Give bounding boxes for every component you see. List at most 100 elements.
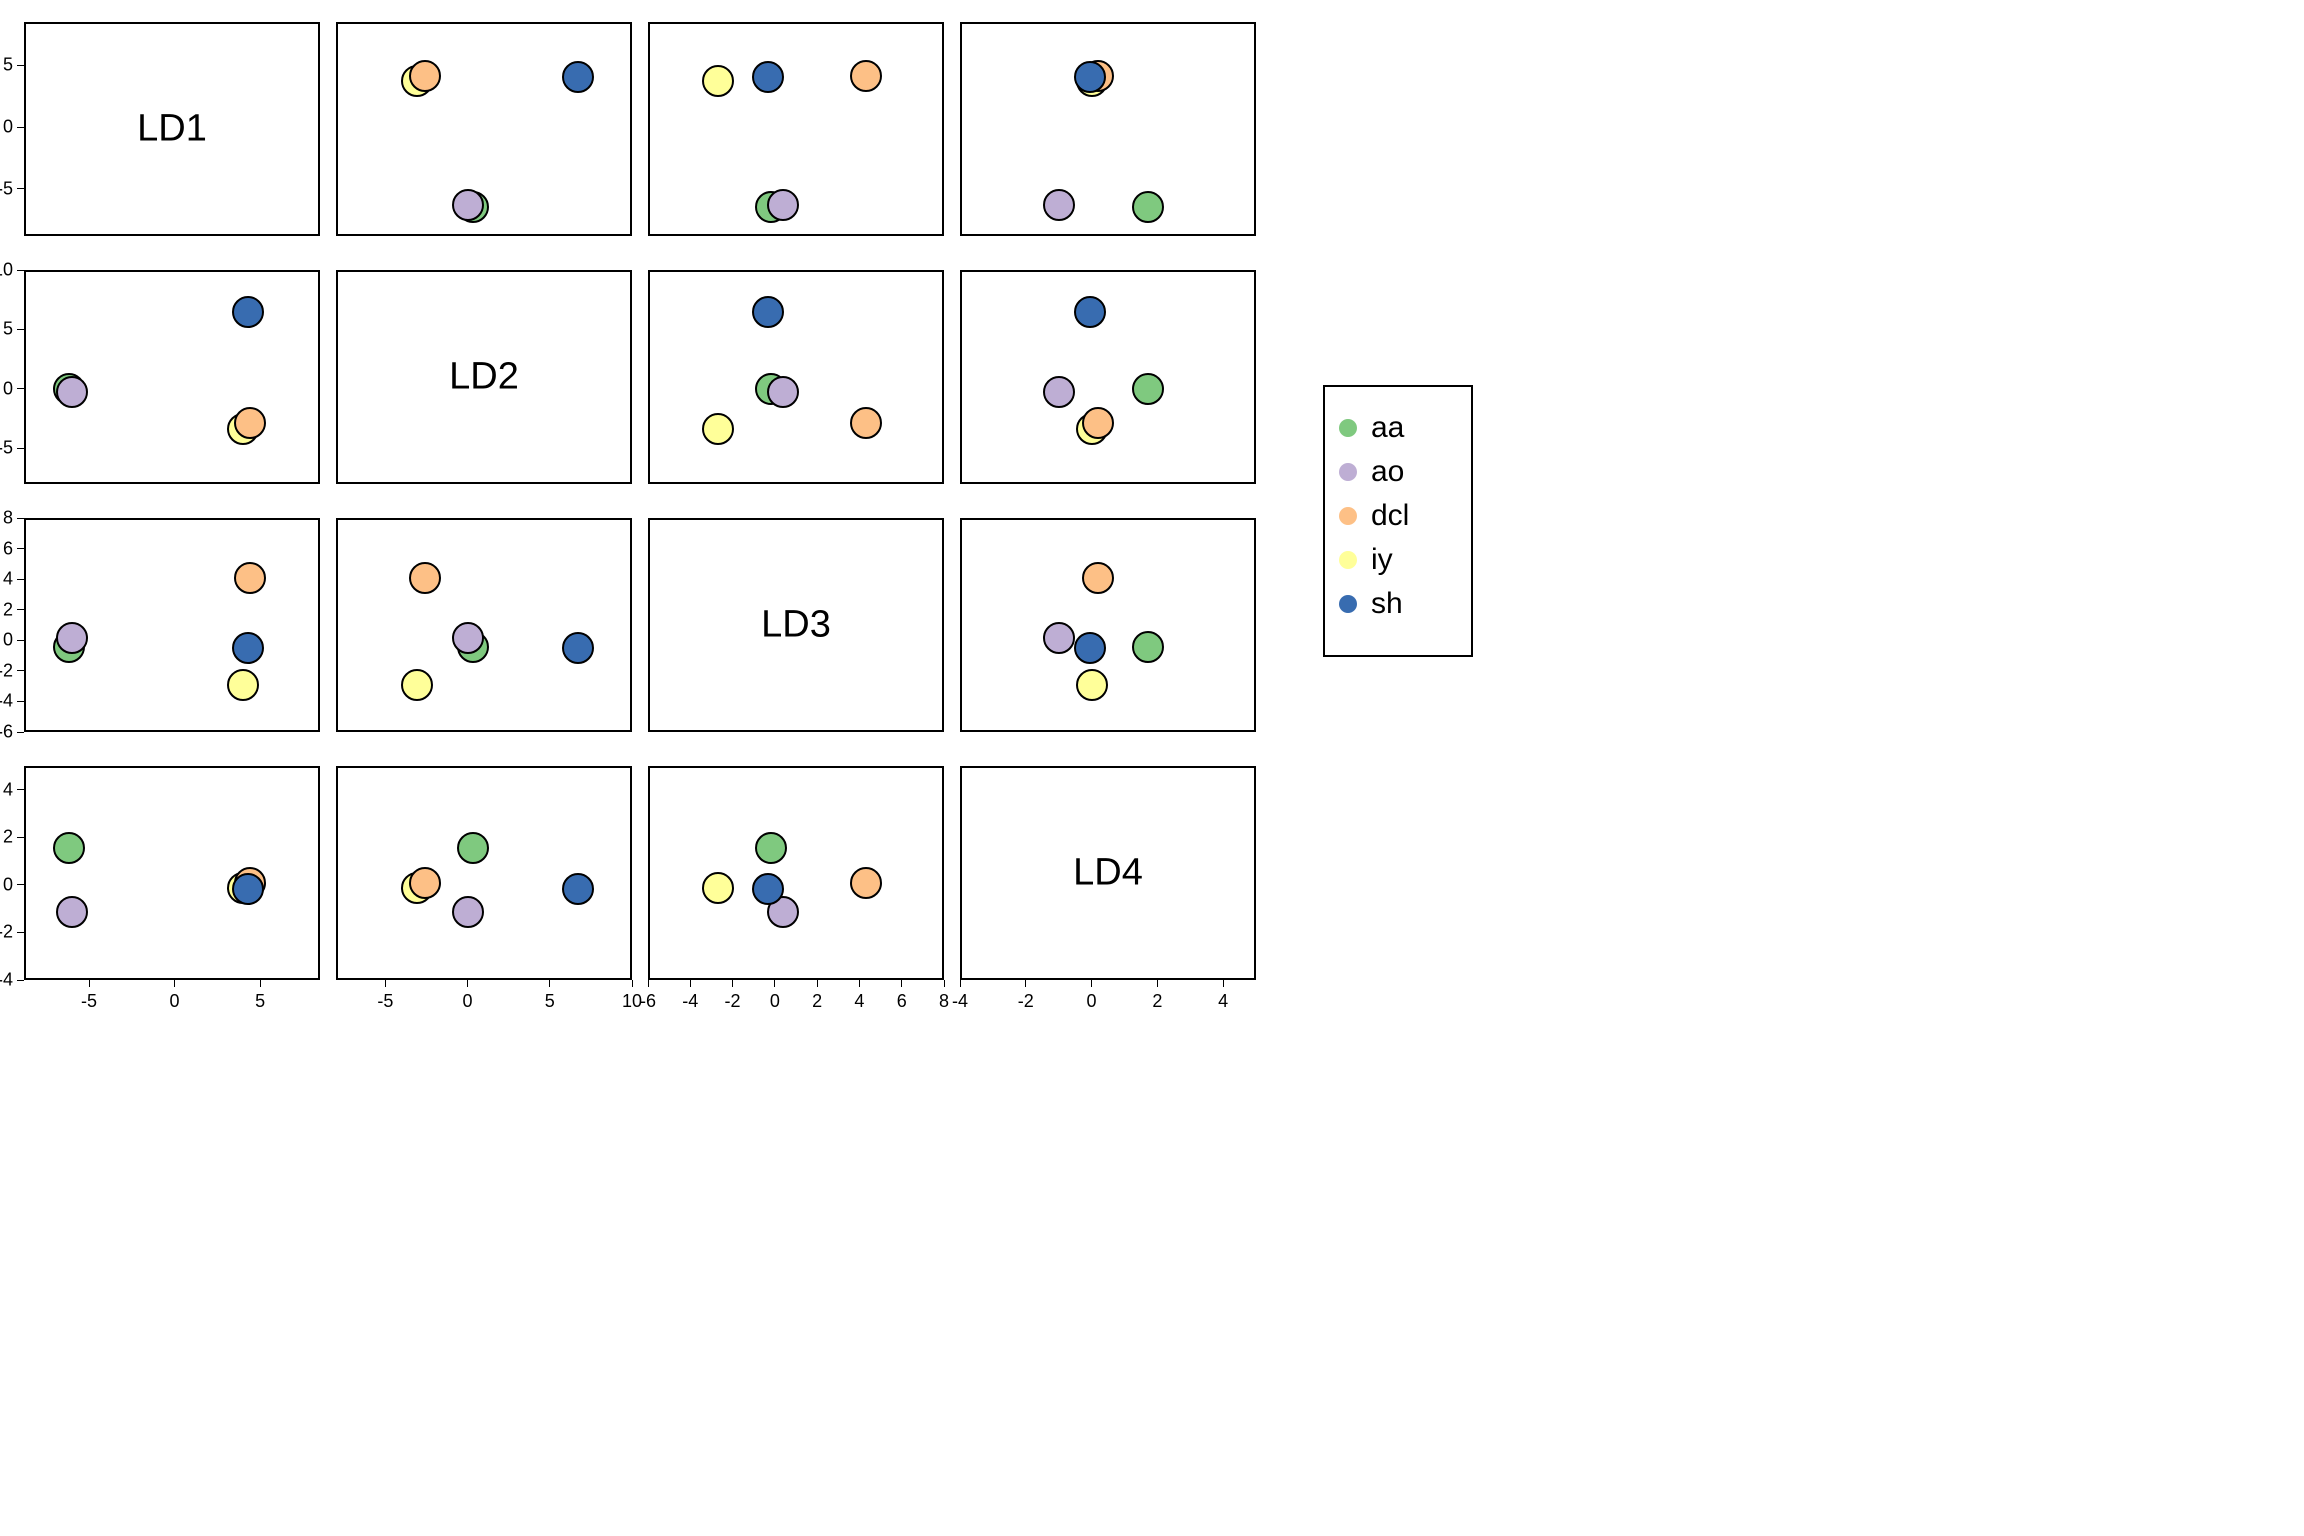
xtick-label: 5 bbox=[545, 991, 555, 1012]
ytick-label: 4 bbox=[3, 779, 13, 800]
ytick bbox=[17, 837, 24, 838]
xtick-label: 2 bbox=[1152, 991, 1162, 1012]
panel-LD2-LD4 bbox=[960, 270, 1256, 484]
panel-LD4-LD3 bbox=[648, 766, 944, 980]
xtick bbox=[1025, 980, 1026, 987]
point-dcl bbox=[234, 562, 266, 594]
xtick-label: 6 bbox=[897, 991, 907, 1012]
ytick bbox=[17, 518, 24, 519]
legend-item-ao: ao bbox=[1339, 455, 1453, 489]
point-dcl bbox=[1082, 562, 1114, 594]
point-ao bbox=[56, 896, 88, 928]
ytick bbox=[17, 609, 24, 610]
ytick-label: -6 bbox=[0, 722, 13, 743]
point-sh bbox=[1074, 296, 1106, 328]
xtick bbox=[774, 980, 775, 987]
panel-LD4-LD2 bbox=[336, 766, 632, 980]
panel-LD2-LD2: LD2 bbox=[336, 270, 632, 484]
ytick bbox=[17, 65, 24, 66]
point-sh bbox=[752, 296, 784, 328]
point-ao bbox=[1043, 376, 1075, 408]
xtick bbox=[632, 980, 633, 987]
xtick-label: 8 bbox=[939, 991, 949, 1012]
xtick-label: 4 bbox=[854, 991, 864, 1012]
ytick-label: 10 bbox=[0, 260, 13, 281]
point-ao bbox=[1043, 189, 1075, 221]
legend-item-iy: iy bbox=[1339, 543, 1453, 577]
ytick-label: -4 bbox=[0, 691, 13, 712]
ytick-label: -2 bbox=[0, 660, 13, 681]
ytick bbox=[17, 270, 24, 271]
ytick-label: 0 bbox=[3, 117, 13, 138]
ytick bbox=[17, 932, 24, 933]
xtick bbox=[648, 980, 649, 987]
ytick bbox=[17, 670, 24, 671]
xtick-label: -6 bbox=[640, 991, 656, 1012]
ytick-label: 0 bbox=[3, 378, 13, 399]
point-sh bbox=[1074, 61, 1106, 93]
point-aa bbox=[53, 832, 85, 864]
ytick-label: 8 bbox=[3, 508, 13, 529]
ytick bbox=[17, 701, 24, 702]
point-aa bbox=[1132, 373, 1164, 405]
point-sh bbox=[562, 873, 594, 905]
point-iy bbox=[702, 872, 734, 904]
xtick-label: 0 bbox=[463, 991, 473, 1012]
panel-LD1-LD4 bbox=[960, 22, 1256, 236]
xtick bbox=[89, 980, 90, 987]
ytick-label: -5 bbox=[0, 438, 13, 459]
xtick bbox=[260, 980, 261, 987]
legend-item-dcl: dcl bbox=[1339, 499, 1453, 533]
ytick-label: -5 bbox=[0, 178, 13, 199]
xtick-label: 0 bbox=[170, 991, 180, 1012]
ytick-label: 4 bbox=[3, 569, 13, 590]
xtick bbox=[944, 980, 945, 987]
xtick bbox=[385, 980, 386, 987]
point-sh bbox=[232, 632, 264, 664]
point-sh bbox=[1074, 632, 1106, 664]
ytick bbox=[17, 548, 24, 549]
xtick bbox=[1223, 980, 1224, 987]
ytick-label: 6 bbox=[3, 538, 13, 559]
xtick-label: -5 bbox=[81, 991, 97, 1012]
point-iy bbox=[1076, 669, 1108, 701]
point-iy bbox=[227, 669, 259, 701]
point-dcl bbox=[850, 60, 882, 92]
point-ao bbox=[767, 189, 799, 221]
ytick-label: 5 bbox=[3, 55, 13, 76]
ytick-label: 2 bbox=[3, 827, 13, 848]
xtick bbox=[549, 980, 550, 987]
point-sh bbox=[752, 873, 784, 905]
xtick-label: 0 bbox=[770, 991, 780, 1012]
point-dcl bbox=[850, 867, 882, 899]
legend-item-sh: sh bbox=[1339, 587, 1453, 621]
xtick-label: 0 bbox=[1087, 991, 1097, 1012]
xtick bbox=[901, 980, 902, 987]
point-sh bbox=[562, 632, 594, 664]
ytick bbox=[17, 884, 24, 885]
ytick bbox=[17, 448, 24, 449]
xtick bbox=[859, 980, 860, 987]
panel-LD3-LD1 bbox=[24, 518, 320, 732]
point-ao bbox=[452, 189, 484, 221]
ytick bbox=[17, 732, 24, 733]
xtick-label: 5 bbox=[255, 991, 265, 1012]
xtick-label: -4 bbox=[682, 991, 698, 1012]
legend-label-dcl: dcl bbox=[1371, 499, 1409, 533]
legend-swatch-aa bbox=[1339, 419, 1357, 437]
legend-label-ao: ao bbox=[1371, 455, 1404, 489]
point-sh bbox=[232, 873, 264, 905]
diag-label-LD4: LD4 bbox=[1073, 852, 1143, 895]
point-iy bbox=[702, 65, 734, 97]
xtick bbox=[1091, 980, 1092, 987]
point-dcl bbox=[850, 407, 882, 439]
point-ao bbox=[1043, 622, 1075, 654]
panel-LD2-LD1 bbox=[24, 270, 320, 484]
legend-swatch-dcl bbox=[1339, 507, 1357, 525]
panel-LD4-LD1 bbox=[24, 766, 320, 980]
point-aa bbox=[1132, 191, 1164, 223]
point-sh bbox=[752, 61, 784, 93]
xtick-label: -5 bbox=[377, 991, 393, 1012]
ytick-label: 0 bbox=[3, 874, 13, 895]
ytick bbox=[17, 188, 24, 189]
